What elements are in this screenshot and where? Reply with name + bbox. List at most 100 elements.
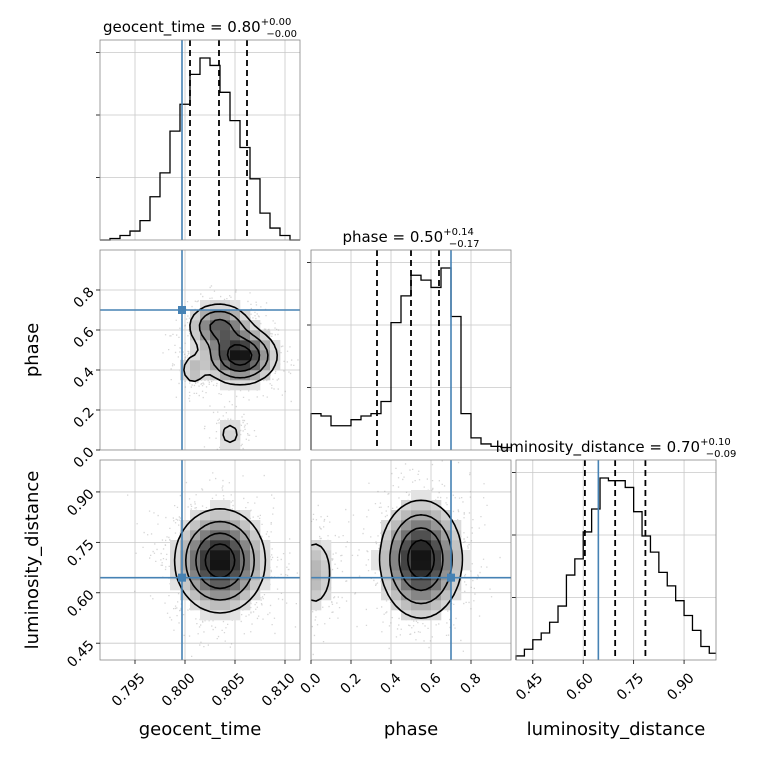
density-cell <box>220 550 231 561</box>
density-cell <box>200 360 211 371</box>
density-cell <box>311 580 322 591</box>
density-cell <box>210 550 221 561</box>
density-cell <box>240 520 251 531</box>
density-cell <box>401 580 412 591</box>
density-cell <box>190 520 201 531</box>
density-cell <box>240 600 251 611</box>
density-cell <box>230 530 241 541</box>
y-tick-label-phase: 0.2 <box>71 404 98 431</box>
contour-line <box>183 303 278 444</box>
density-cell <box>210 520 221 531</box>
density-cell <box>220 350 231 361</box>
density-cell <box>200 590 211 601</box>
density-cell <box>210 610 221 621</box>
density-cell <box>200 580 211 591</box>
density-cell <box>371 560 382 571</box>
density-cell <box>441 570 452 581</box>
panel-frame <box>99 39 301 241</box>
density-cell <box>200 570 211 581</box>
y-tick-label-luminosity_distance: 0.45 <box>64 638 97 671</box>
density-cell <box>200 320 211 331</box>
title-param-name: phase <box>342 228 387 246</box>
density-cell <box>240 570 251 581</box>
density-cell <box>220 560 231 571</box>
density-cell <box>210 330 221 341</box>
title-equals: = <box>645 438 667 456</box>
density-cell <box>401 590 412 601</box>
density-cell <box>391 560 402 571</box>
density-cell <box>431 580 442 591</box>
density-cell <box>210 590 221 601</box>
density-cell <box>321 540 332 551</box>
density-cell <box>421 600 432 611</box>
density-cell <box>230 610 241 621</box>
density-cell <box>270 350 281 361</box>
density-cell <box>451 520 462 531</box>
density-cell <box>391 520 402 531</box>
density-cell <box>411 590 422 601</box>
density-cell <box>391 540 402 551</box>
density-cell <box>240 330 251 341</box>
contour-line <box>398 527 444 592</box>
title-equals: = <box>388 228 410 246</box>
density-cell <box>250 530 261 541</box>
density-cell <box>311 560 322 571</box>
density-cell <box>381 550 392 561</box>
density-cell <box>381 590 392 601</box>
density-cell <box>230 570 241 581</box>
density-cell <box>401 540 412 551</box>
density-cell <box>250 370 261 381</box>
density-cell <box>431 540 442 551</box>
density-cell <box>180 550 191 561</box>
density-cell <box>210 320 221 331</box>
panel-frame <box>310 249 512 451</box>
density-cell <box>381 570 392 581</box>
y-tick-label-luminosity_distance: 0.90 <box>64 486 97 519</box>
density-cell <box>381 580 392 591</box>
x-tick-label-geocent_time: 0.810 <box>259 670 299 710</box>
density-cell <box>411 520 422 531</box>
density-cell <box>240 340 251 351</box>
density-cell <box>250 560 261 571</box>
density-cell <box>260 570 271 581</box>
density-cell <box>230 360 241 371</box>
density-cell <box>240 540 251 551</box>
density-cell <box>220 380 231 391</box>
density-cell <box>260 340 271 351</box>
density-cell <box>210 500 221 511</box>
density-cell <box>230 370 241 381</box>
density-cell <box>200 610 211 621</box>
density-cell <box>411 560 422 571</box>
density-cell <box>451 580 462 591</box>
density-cell <box>401 570 412 581</box>
density-cell <box>441 550 452 561</box>
density-cell <box>401 510 412 521</box>
contour-line <box>173 508 267 614</box>
density-cell <box>250 550 261 561</box>
density-cell <box>210 580 221 591</box>
density-cell <box>220 570 231 581</box>
panel-content <box>100 250 300 450</box>
density-cell <box>190 540 201 551</box>
density-cell <box>250 520 261 531</box>
density-cell <box>190 570 201 581</box>
density-cell <box>411 530 422 541</box>
density-cell <box>210 560 221 571</box>
density-cell <box>250 590 261 601</box>
density-cell <box>240 370 251 381</box>
density-cell <box>200 330 211 341</box>
density-cell <box>321 590 332 601</box>
density-cell <box>441 590 452 601</box>
density-cell <box>220 530 231 541</box>
density-cell <box>220 430 231 441</box>
density-cell <box>431 510 442 521</box>
density-cell <box>220 500 231 511</box>
density-cell <box>461 550 472 561</box>
density-cell <box>210 300 221 311</box>
density-cell <box>250 350 261 361</box>
y-tick-label-luminosity_distance: 0.75 <box>64 537 97 570</box>
x-tick-label-geocent_time: 0.800 <box>159 670 199 710</box>
density-cell <box>431 550 442 561</box>
